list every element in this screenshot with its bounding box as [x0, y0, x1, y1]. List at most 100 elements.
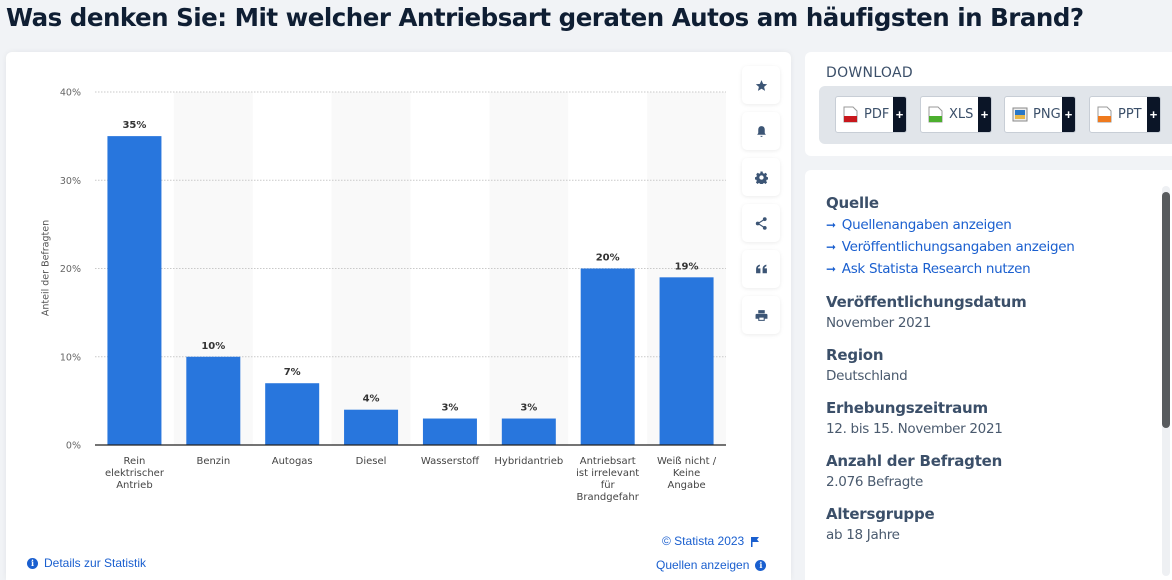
section-value: November 2021 — [826, 315, 931, 331]
page-title: Was denken Sie: Mit welcher Antriebsart … — [6, 3, 1084, 32]
bar-value-label: 3% — [520, 403, 537, 414]
sources-link[interactable]: Quellen anzeigen i — [656, 558, 767, 572]
x-tick-label: Antriebsart ist irrelevant für Brandgefahr — [576, 456, 640, 503]
x-tick-label: Wasserstoff — [421, 456, 480, 467]
download-ppt-button[interactable]: PPT + — [1089, 96, 1161, 133]
details-link-label: Details zur Statistik — [44, 556, 147, 570]
gear-icon — [754, 171, 768, 184]
bar-value-label: 3% — [441, 403, 458, 414]
info-section-publication-date: Veröffentlichungsdatum November 2021 — [826, 293, 1156, 331]
download-xls-button[interactable]: XLS + — [920, 96, 992, 133]
png-image-icon — [1012, 106, 1028, 123]
info-section-region: Region Deutschland — [826, 346, 1156, 384]
ppt-file-icon — [1097, 106, 1112, 123]
arrow-right-icon: ➞ — [826, 262, 836, 276]
chart-card: 0% 10% 20% 30% 40% 35% Rein elektrischer Antrieb… — [6, 52, 791, 580]
copyright[interactable]: © Statista 2023 — [662, 534, 760, 548]
section-title: Veröffentlichungsdatum — [826, 293, 1027, 311]
bar-value-label: 20% — [596, 253, 620, 264]
notification-button[interactable] — [742, 112, 780, 150]
section-value: ab 18 Jahre — [826, 527, 900, 543]
source-link[interactable]: ➞ Quellenangaben anzeigen — [826, 216, 1156, 234]
scrollbar[interactable] — [1162, 186, 1170, 576]
quote-icon — [755, 264, 767, 273]
publication-link-label: Veröffentlichungsangaben anzeigen — [841, 239, 1075, 255]
research-link[interactable]: ➞ Ask Statista Research nutzen — [826, 260, 1156, 278]
download-png-label: PNG — [1033, 107, 1061, 122]
bar-value-label: 35% — [122, 120, 146, 131]
bar — [344, 409, 399, 445]
chart-toolbar — [742, 66, 780, 342]
bar-value-label: 4% — [363, 394, 380, 405]
scrollbar-thumb[interactable] — [1162, 192, 1170, 428]
y-axis-label: Anteil der Befragten — [40, 219, 52, 317]
download-pdf-label: PDF — [864, 107, 890, 122]
download-xls-label: XLS — [949, 107, 974, 122]
share-icon — [755, 216, 767, 230]
plus-icon: + — [893, 97, 906, 132]
flag-icon — [751, 536, 760, 547]
download-panel: DOWNLOAD PDF + XLS + PNG + P — [805, 52, 1172, 156]
bar — [501, 418, 556, 445]
share-button[interactable] — [742, 204, 780, 242]
section-title: Erhebungszeitraum — [826, 399, 988, 417]
section-value: 12. bis 15. November 2021 — [826, 421, 1003, 437]
plus-icon: + — [1147, 97, 1160, 132]
plus-icon: + — [1062, 97, 1075, 132]
bar-value-label: 7% — [284, 367, 301, 378]
favorite-button[interactable] — [742, 66, 780, 104]
copyright-text: © Statista 2023 — [662, 534, 745, 548]
bar — [186, 356, 241, 445]
bar-value-label: 10% — [201, 341, 225, 352]
section-title: Region — [826, 346, 884, 364]
statistic-info-panel: Quelle ➞ Quellenangaben anzeigen ➞ Veröffe… — [805, 170, 1172, 580]
bar-chart: 0% 10% 20% 30% 40% 35% Rein elektrischer Antrieb… — [60, 88, 726, 503]
settings-button[interactable] — [742, 158, 780, 196]
x-tick-label: Autogas — [272, 456, 313, 467]
source-title: Quelle — [826, 194, 879, 212]
source-link-label: Quellenangaben anzeigen — [841, 217, 1012, 233]
info-icon: i — [27, 557, 38, 569]
xls-file-icon — [928, 106, 943, 123]
y-tick-label: 0% — [66, 441, 81, 452]
pdf-file-icon — [843, 106, 858, 123]
cite-button[interactable] — [742, 250, 780, 288]
x-tick-label: Rein elektrischer Antrieb — [105, 456, 165, 491]
x-tick-label: Hybridantrieb — [494, 456, 563, 467]
publication-link[interactable]: ➞ Veröffentlichungsangaben anzeigen — [826, 238, 1156, 256]
download-title: DOWNLOAD — [826, 65, 913, 81]
bar-value-label: 19% — [675, 261, 699, 272]
y-tick-label: 40% — [60, 88, 81, 99]
x-tick-label: Benzin — [196, 456, 230, 467]
info-icon: i — [755, 559, 767, 571]
info-section-survey-period: Erhebungszeitraum 12. bis 15. November 2… — [826, 399, 1156, 437]
bar — [265, 383, 320, 445]
x-tick-label: Diesel — [356, 456, 387, 467]
bar — [659, 277, 714, 445]
arrow-right-icon: ➞ — [826, 218, 836, 232]
download-png-button[interactable]: PNG + — [1004, 96, 1076, 133]
research-link-label: Ask Statista Research nutzen — [841, 261, 1031, 277]
plus-icon: + — [978, 97, 991, 132]
section-title: Altersgruppe — [826, 505, 935, 523]
section-value: 2.076 Befragte — [826, 474, 924, 490]
arrow-right-icon: ➞ — [826, 240, 836, 254]
download-bar: PDF + XLS + PNG + PPT + — [819, 86, 1172, 144]
print-button[interactable] — [742, 296, 780, 334]
y-tick-label: 10% — [60, 352, 81, 363]
bell-icon — [756, 125, 766, 137]
y-tick-label: 20% — [60, 264, 81, 275]
download-pdf-button[interactable]: PDF + — [835, 96, 907, 133]
bar — [580, 268, 635, 445]
sources-link-label: Quellen anzeigen — [656, 558, 750, 572]
details-link[interactable]: i Details zur Statistik — [27, 556, 146, 570]
x-tick-label: Weiß nicht / Keine Angabe — [657, 456, 717, 491]
info-section-respondents: Anzahl der Befragten 2.076 Befragte — [826, 452, 1156, 490]
star-icon — [755, 79, 767, 91]
y-tick-label: 30% — [60, 176, 81, 187]
bar — [422, 418, 477, 445]
info-section-age-group: Altersgruppe ab 18 Jahre — [826, 505, 1156, 543]
printer-icon — [755, 309, 767, 321]
bar — [107, 136, 162, 445]
section-value: Deutschland — [826, 368, 908, 384]
